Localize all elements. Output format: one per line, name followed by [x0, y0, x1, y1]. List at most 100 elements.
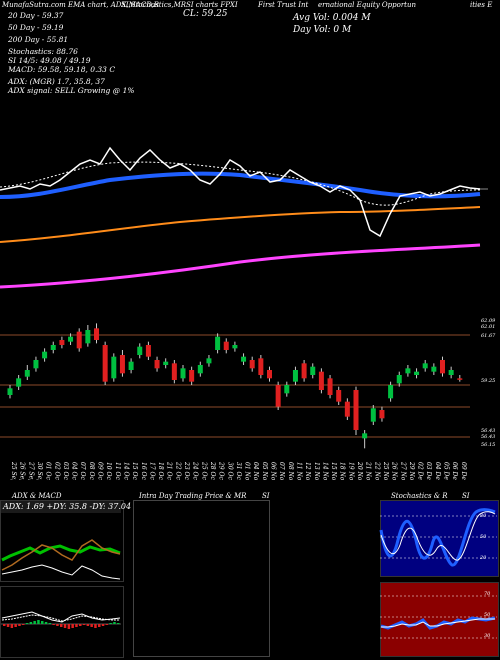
adx-panel: [0, 500, 124, 582]
header-title-f: ities E: [470, 1, 493, 9]
header-title-d: First Trust Int: [258, 1, 309, 9]
macd-histogram-bar: [109, 623, 112, 624]
date-tick-label: 30 Sep: [36, 462, 43, 480]
date-tick-label: 15 Nov: [330, 462, 337, 480]
date-tick-label: 24 Oct: [192, 461, 199, 480]
header-title-b: SI,Stochastics,MR: [121, 1, 187, 9]
intraday-panel-title-2: SI: [262, 492, 270, 500]
candle-body: [163, 361, 169, 365]
date-tick-label: 14 Nov: [321, 462, 328, 480]
macd-label: MACD: 59.58, 59.18, 0.33 C: [8, 65, 116, 74]
date-tick-label: 11 Nov: [295, 462, 302, 480]
price-line: [0, 146, 481, 238]
intraday-panel-title: Intra Day Trading Price & MR: [139, 492, 247, 500]
macd-histogram-bar: [117, 623, 120, 624]
price-axis-label: 61.67: [481, 333, 496, 339]
stoch-d-line: [380, 511, 496, 561]
date-tick-label: 02 Oct: [53, 462, 60, 480]
macd-histogram-bar: [3, 624, 6, 626]
macd-histogram-bar: [44, 622, 48, 624]
stoch-panel-title-2: SI: [462, 492, 470, 500]
adx-line: [1, 564, 121, 580]
date-tick-label: 26 Sep: [19, 461, 26, 480]
date-tick-label: 27 Nov: [399, 461, 406, 480]
date-tick-label: 04 Nov: [252, 462, 259, 480]
candle-body: [370, 408, 376, 422]
macd-histogram-bar: [75, 624, 78, 627]
date-tick-label: 04 Oct: [71, 462, 78, 480]
adx-signal-label: ADX signal: SELL Growing @ 1%: [8, 86, 135, 95]
candle-body: [267, 370, 272, 379]
macd-histogram-bar: [105, 624, 109, 625]
rsi-signal-line: [381, 618, 495, 628]
date-tick-label: 08 Oct: [88, 462, 95, 480]
candle-body: [310, 366, 316, 375]
date-tick-label: 15 Oct: [131, 462, 138, 480]
adx-label: ADX: (MGR) 1.7, 35.8, 37: [8, 77, 105, 86]
macd-line: [1, 611, 121, 623]
avg-vol-label: Avg Vol: 0.004 M: [293, 13, 371, 23]
candle-body: [440, 360, 445, 374]
macd-signal-line: [1, 614, 120, 622]
macd-histogram-bar: [29, 622, 33, 624]
candle-body: [405, 368, 411, 374]
price-axis-label: 56.43: [481, 428, 495, 434]
ema50-line: [0, 206, 481, 243]
rsi-label: SI 14/5: 49.08 / 49.19: [8, 56, 91, 65]
candle-body: [94, 328, 99, 340]
date-tick-label: 20 Nov: [356, 461, 363, 480]
macd-panel: [0, 586, 124, 658]
date-tick-label: 13 Nov: [313, 462, 320, 480]
candle-body: [24, 370, 30, 377]
candle-body: [85, 330, 91, 344]
stoch-k-line: [379, 508, 496, 567]
stoch-tick-20: 20: [479, 555, 487, 561]
date-tick-label: 27 Sep: [27, 461, 34, 480]
date-tick-label: 14 Oct: [122, 462, 129, 480]
candle-body: [215, 336, 221, 350]
date-tick-label: 09 Oct: [97, 462, 104, 480]
stochastics-label: Stochastics: 88.76: [8, 47, 78, 56]
macd-histogram-bar: [82, 624, 86, 625]
date-tick-label: 05 Nov: [261, 462, 268, 480]
candle-body: [388, 385, 394, 399]
macd-histogram-bar: [101, 624, 105, 626]
date-tick-label: 01 Nov: [244, 462, 251, 480]
date-tick-label: 03 Dec: [425, 462, 432, 480]
ema20-label: 20 Day - 59.37: [8, 11, 64, 20]
price-axis-label: 56.15: [481, 442, 495, 448]
candle-body: [206, 358, 212, 364]
candle-body: [68, 336, 74, 342]
rsi-tick-70: 70: [484, 591, 491, 597]
candle-body: [422, 363, 428, 369]
candle-body: [223, 341, 229, 350]
stoch-tick-50: 50: [480, 534, 487, 540]
candle-body: [7, 388, 13, 395]
date-tick-label: 18 Nov: [339, 462, 346, 480]
candle-body: [336, 390, 342, 402]
date-tick-label: 28 Oct: [209, 461, 216, 480]
candle-body: [33, 360, 39, 369]
date-tick-label: 22 Nov: [373, 461, 380, 480]
macd-histogram-bar: [90, 624, 93, 627]
date-tick-label: 23 Oct: [183, 461, 190, 480]
adx-plus-line: [1, 544, 121, 562]
date-tick-label: 09 Dec: [460, 462, 467, 480]
date-tick-label: 05 Dec: [443, 462, 450, 480]
adx-minus-line: [1, 539, 121, 571]
candle-body: [42, 351, 48, 359]
macd-histogram-bar: [48, 623, 52, 624]
date-tick-label: 06 Nov: [270, 462, 277, 480]
macd-histogram-bar: [60, 624, 63, 627]
candle-body: [414, 371, 420, 375]
date-tick-label: 07 Nov: [278, 462, 285, 480]
date-tick-label: 02 Dec: [417, 462, 424, 480]
date-tick-label: 17 Oct: [148, 462, 155, 480]
ema50-label: 50 Day - 59.19: [8, 23, 64, 32]
date-tick-label: 03 Oct: [62, 462, 69, 480]
day-vol-label: Day Vol: 0 M: [293, 25, 352, 35]
macd-histogram-bar: [94, 624, 97, 628]
